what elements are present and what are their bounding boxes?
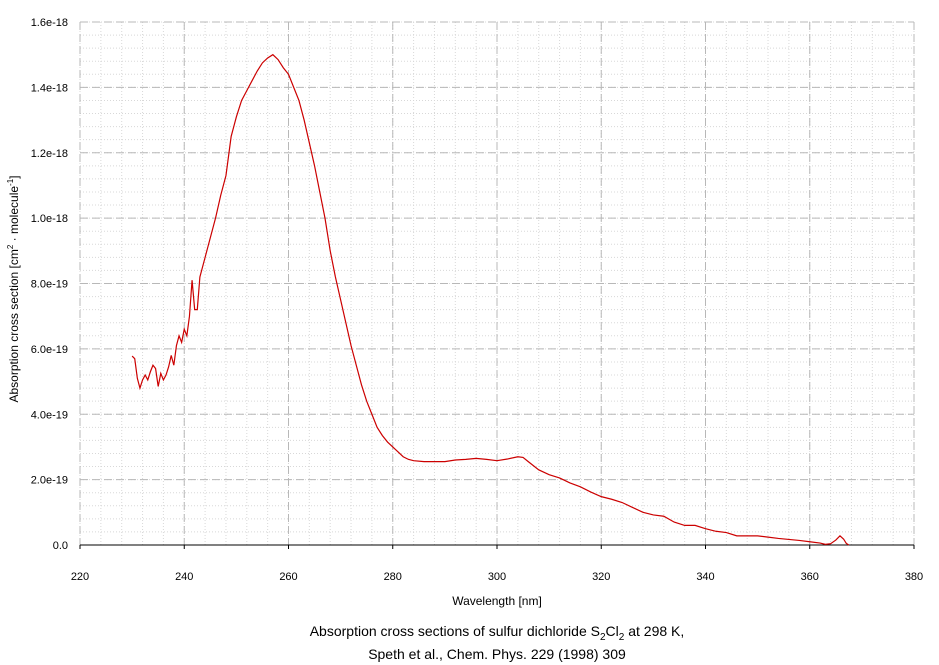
x-tick-label: 340 — [696, 571, 714, 583]
x-axis-title: Wavelength [nm] — [452, 594, 542, 608]
chart-caption-line-2: Speth et al., Chem. Phys. 229 (1998) 309 — [368, 646, 626, 662]
x-tick-label: 220 — [71, 571, 89, 583]
x-tick-label: 260 — [279, 571, 297, 583]
y-tick-label: 6.0e-19 — [31, 344, 68, 356]
y-tick-label: 1.2e-18 — [31, 148, 68, 160]
x-tick-label: 320 — [592, 571, 610, 583]
chart-caption-line-1: Absorption cross sections of sulfur dich… — [310, 623, 685, 643]
x-tick-label: 360 — [801, 571, 819, 583]
y-tick-label: 4.0e-19 — [31, 409, 68, 421]
x-tick-label: 280 — [384, 571, 402, 583]
y-axis-ticks: 0.0 2.0e-19 4.0e-19 6.0e-19 8.0e-19 1.0e-18 1.… — [31, 17, 68, 552]
series-line — [131, 53, 850, 546]
x-tick-label: 240 — [175, 571, 193, 583]
y-tick-label: 0.0 — [53, 540, 68, 552]
x-tick-label: 380 — [905, 571, 923, 583]
y-tick-label: 1.4e-18 — [31, 82, 68, 94]
x-tick-label: 300 — [488, 571, 506, 583]
y-axis-title: Absorption cross section [cm2 · molecule… — [6, 175, 21, 402]
x-axis-ticks: 220 240 260 280 300 320 340 360 380 — [71, 545, 923, 583]
y-tick-label: 1.6e-18 — [31, 17, 68, 29]
y-tick-label: 1.0e-18 — [31, 213, 68, 225]
y-tick-label: 8.0e-19 — [31, 279, 68, 291]
y-tick-label: 2.0e-19 — [31, 475, 68, 487]
major-grid — [79, 21, 915, 546]
